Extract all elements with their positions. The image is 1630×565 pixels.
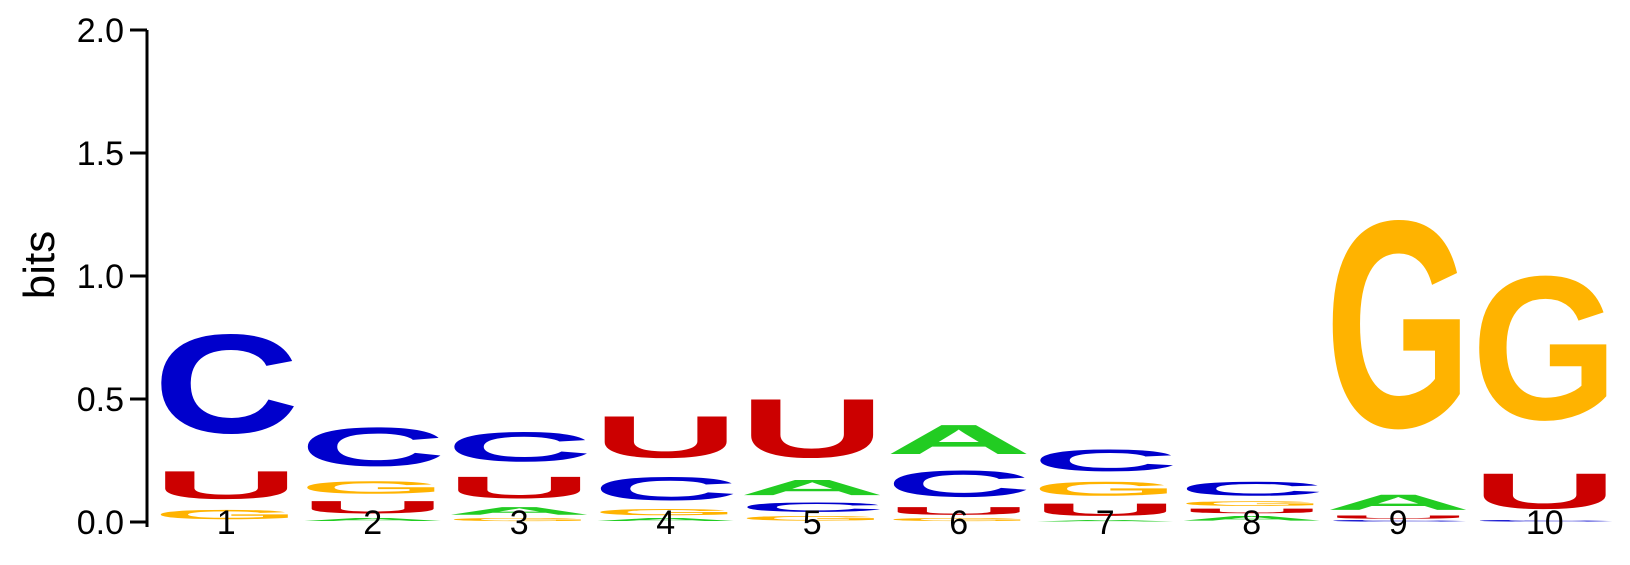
logo-letter-u: U	[1472, 463, 1618, 520]
x-tick-label: 2	[363, 504, 382, 542]
logo-letter-g: G	[886, 517, 1032, 522]
logo-letter-a: A	[300, 517, 446, 522]
logo-letter-u: U	[593, 404, 739, 471]
x-tick-label: 10	[1526, 504, 1564, 542]
logo-letter-c: C	[739, 500, 886, 515]
y-tick-label: 0.5	[77, 381, 124, 419]
y-axis-title: bits	[15, 231, 64, 299]
logo-letter-c: C	[300, 416, 446, 478]
logo-letter-c: C	[446, 424, 593, 471]
x-tick-label: 4	[656, 504, 675, 542]
logo-letter-c: C	[1325, 520, 1471, 522]
logo-letter-g: G	[593, 507, 739, 517]
logo-letter-g: G	[153, 507, 299, 522]
logo-letter-u: U	[739, 382, 885, 475]
logo-letter-a: A	[739, 475, 885, 500]
logo-letter-a: A	[593, 517, 739, 522]
logo-letter-a: A	[1179, 515, 1325, 522]
logo-letter-c: C	[593, 470, 739, 507]
logo-letter-u: U	[153, 463, 300, 507]
logo-letter-g: G	[446, 517, 592, 522]
logo-letter-u: U	[1032, 500, 1179, 520]
y-axis-ticks: 0.0 0.5 1.0 1.5 2.0	[77, 12, 147, 542]
x-axis-labels: 1 2 3 4 5 6 7 8 9 10	[217, 504, 1564, 542]
x-tick-label: 6	[949, 504, 968, 542]
x-tick-label: 3	[510, 504, 529, 542]
y-tick-label: 0.0	[77, 504, 124, 542]
logo-letter-u: U	[446, 470, 592, 504]
logo-letter-c: C	[153, 306, 299, 464]
y-tick-label: 2.0	[77, 12, 124, 50]
logo-letter-u: U	[1325, 515, 1471, 520]
x-tick-label: 1	[217, 504, 236, 542]
logo-letter-u: U	[1179, 507, 1325, 514]
logo-letter-c: C	[886, 463, 1032, 505]
logo-letter-g: G	[1179, 500, 1326, 507]
logo-letter-g: G	[1325, 159, 1471, 489]
x-tick-label: 7	[1096, 504, 1115, 542]
logo-letter-a: A	[446, 505, 592, 517]
logo-letter-c: C	[1179, 478, 1325, 500]
logo-letter-u: U	[886, 505, 1032, 517]
logo-letter-c: C	[1032, 443, 1178, 477]
logo-letter-a: A	[886, 416, 1033, 463]
x-tick-label: 8	[1242, 504, 1261, 542]
y-tick-label: 1.0	[77, 258, 124, 296]
logo-letter-g: G	[739, 515, 886, 522]
logo-letter-c: C	[1472, 520, 1618, 522]
logo-letter-g: G	[1472, 233, 1618, 462]
x-tick-label: 9	[1389, 504, 1408, 542]
logo-letter-u: U	[300, 497, 447, 517]
logo-letter-a: A	[1325, 490, 1471, 515]
y-tick-label: 1.5	[77, 135, 124, 173]
x-tick-label: 5	[803, 504, 822, 542]
logo-letter-g: G	[1032, 478, 1178, 500]
logo-letter-a: A	[1032, 520, 1178, 522]
logo-letter-g: G	[300, 478, 447, 498]
